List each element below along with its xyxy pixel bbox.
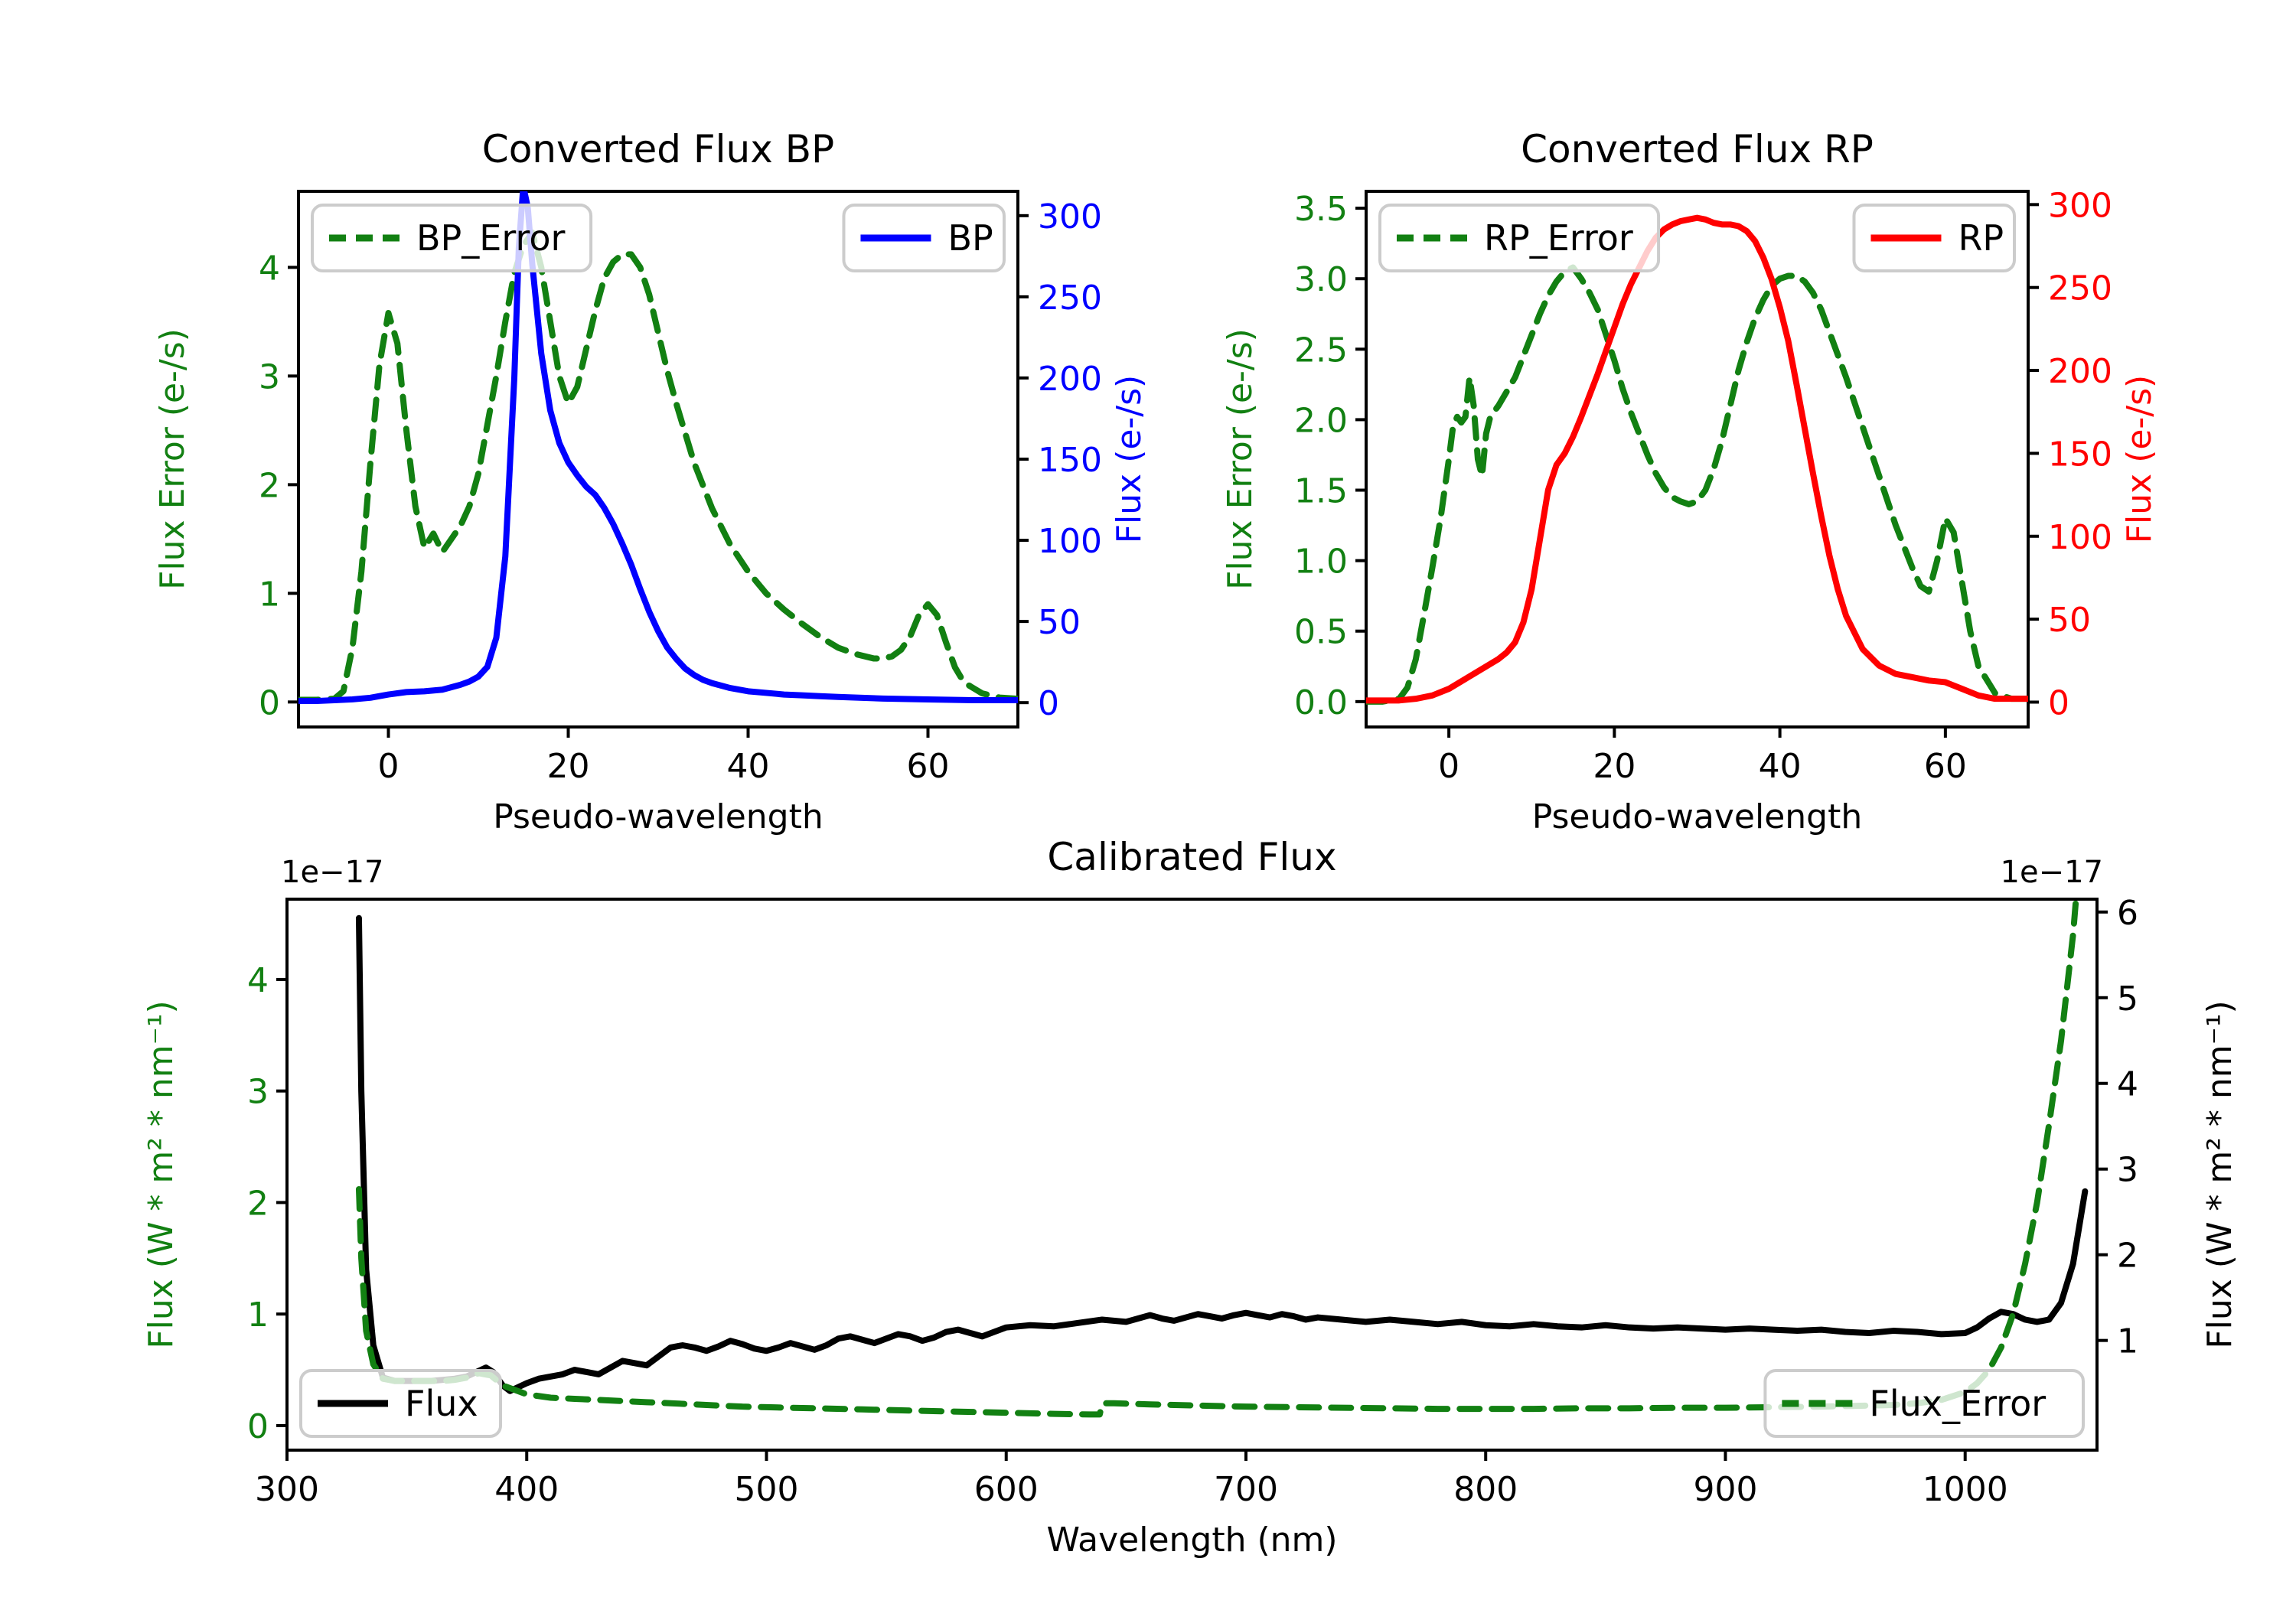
bp_panel-yticklabel-left: 2: [259, 466, 280, 505]
rp_panel-plot-frame: [1365, 190, 2030, 729]
bp_panel-series-bp-error: [298, 229, 1018, 703]
calibrated_panel-yticklabel-left: 2: [247, 1184, 269, 1223]
rp_panel-yticklabel-left: 3.5: [1294, 190, 1348, 229]
calibrated_panel-yticklabel-left: 3: [247, 1073, 269, 1112]
calibrated_panel-legend-flux-error[interactable]: Flux_Error: [1763, 1369, 2085, 1438]
bp_panel-xticklabel: 60: [907, 747, 950, 786]
bp_panel-yticklabel-right: 200: [1038, 360, 1102, 399]
calibrated_panel-ylabel-left: Flux (W * m² * nm⁻¹): [142, 1000, 181, 1348]
legend-label: Flux: [405, 1383, 478, 1424]
bp_panel-xlabel: Pseudo-wavelength: [493, 797, 823, 836]
rp_panel: Converted Flux RP 0 20 40 60 0.0 0.5 1.0 1.5 2.0 2…: [1221, 127, 2159, 836]
rp_panel-xticklabel: 20: [1593, 747, 1636, 786]
legend-label: BP: [947, 217, 993, 259]
rp_panel-xlabel: Pseudo-wavelength: [1532, 797, 1863, 836]
calibrated_panel-series-flux: [355, 914, 2089, 1394]
legend-box: [299, 1369, 503, 1438]
calibrated_panel-yticklabel-left: 1: [247, 1296, 269, 1335]
bp_panel-xticklabel: 0: [378, 747, 400, 786]
rp_panel-yticklabel-right: 200: [2048, 352, 2112, 391]
calibrated_panel-ylabel-right: Flux (W * m² * nm⁻¹): [2200, 1000, 2239, 1348]
bp_panel-title: Converted Flux BP: [482, 127, 834, 171]
rp_panel-series-rp: [1366, 214, 2028, 704]
bp_panel-yticklabel-right: 50: [1038, 603, 1081, 642]
legend-label: BP_Error: [416, 217, 566, 259]
rp_panel-yticklabel-left: 0.0: [1294, 683, 1348, 722]
calibrated_panel-yticklabel-right: 2: [2117, 1237, 2138, 1276]
calibrated_panel-xticklabel: 300: [255, 1470, 319, 1509]
rp_panel-series-rp-error: [1366, 264, 2028, 705]
calibrated_panel-offset-left: 1e−17: [281, 855, 383, 890]
rp_panel-ylabel-right: Flux (e-/s): [2120, 375, 2159, 543]
bp_panel-ylabel-right: Flux (e-/s): [1110, 375, 1149, 543]
calibrated_panel-xlabel: Wavelength (nm): [1046, 1521, 1337, 1560]
rp_panel-yticklabel-left: 3.0: [1294, 260, 1348, 299]
rp_panel-legend-rp[interactable]: RP: [1852, 204, 2016, 272]
calibrated_panel-offset-right: 1e−17: [2001, 855, 2103, 890]
calibrated_panel: Calibrated Flux 1e−17 1e−17 300 400 500 600 700…: [142, 835, 2239, 1560]
legend-box: [1763, 1369, 2085, 1438]
bp_panel-series-bp: [298, 191, 1018, 705]
bp_panel-curves: [298, 191, 1018, 705]
rp_panel-xticklabel: 60: [1924, 747, 1967, 786]
calibrated_panel-yticklabel-left: 0: [247, 1407, 269, 1446]
bp_panel: Converted Flux BP0 20 40 600123405010015020…: [153, 127, 1149, 836]
calibrated_panel-xticklabel: 600: [974, 1470, 1039, 1509]
bp_panel-xticklabel: 20: [547, 747, 590, 786]
bp_panel-yticklabel-left: 3: [259, 357, 280, 396]
rp_panel-legend-rp-error[interactable]: RP_Error: [1378, 204, 1661, 272]
rp_panel-title: Converted Flux RP: [1521, 127, 1874, 171]
rp_panel-yticklabel-right: 0: [2048, 683, 2069, 722]
rp_panel-xticklabel: 0: [1438, 747, 1459, 786]
legend-box: [311, 204, 593, 272]
bp_panel-xticklabel: 40: [727, 747, 770, 786]
calibrated_panel-xticklabel: 900: [1693, 1470, 1757, 1509]
calibrated_panel-yticklabel-right: 6: [2117, 894, 2138, 933]
rp_panel-yticklabel-left: 2.5: [1294, 331, 1348, 370]
legend-label: Flux_Error: [1869, 1383, 2046, 1424]
rp_panel-curves: [1366, 214, 2028, 705]
rp_panel-yticklabel-right: 250: [2048, 269, 2112, 308]
rp_panel-yticklabel-left: 2.0: [1294, 401, 1348, 440]
calibrated_panel-xticklabel: 800: [1453, 1470, 1518, 1509]
rp_panel-yticklabel-right: 100: [2048, 518, 2112, 557]
legend-label: RP: [1958, 217, 2004, 259]
bp_panel-yticklabel-left: 4: [259, 249, 280, 288]
calibrated_panel-yticklabel-right: 4: [2117, 1065, 2138, 1104]
bp_panel-yticklabel-right: 0: [1038, 684, 1059, 723]
rp_panel-yticklabel-left: 1.0: [1294, 543, 1348, 582]
calibrated_panel-yticklabel-right: 3: [2117, 1151, 2138, 1190]
legend-label: RP_Error: [1484, 217, 1633, 259]
rp_panel-yticklabel-left: 1.5: [1294, 472, 1348, 511]
bp_panel-legend-bp[interactable]: BP: [842, 204, 1006, 272]
calibrated_panel-yticklabel-right: 1: [2117, 1322, 2138, 1361]
bp_panel-yticklabel-left: 1: [259, 575, 280, 614]
rp_panel-yticklabel-right: 150: [2048, 435, 2112, 474]
bp_panel-ylabel-left: Flux Error (e-/s): [153, 328, 192, 590]
calibrated_panel-curves: [355, 899, 2089, 1418]
rp_panel-xticklabel: 40: [1759, 747, 1802, 786]
bp_panel-yticklabel-right: 150: [1038, 441, 1102, 480]
calibrated_panel-yticklabel-right: 5: [2117, 980, 2138, 1019]
calibrated_panel-xticklabel: 700: [1214, 1470, 1278, 1509]
calibrated_panel-plot-frame: [285, 898, 2099, 1452]
bp_panel-legend-bp-error[interactable]: BP_Error: [311, 204, 593, 272]
bp_panel-yticklabel-right: 250: [1038, 279, 1102, 318]
calibrated_panel-xticklabel: 400: [494, 1470, 559, 1509]
rp_panel-yticklabel-right: 300: [2048, 186, 2112, 225]
calibrated_panel-legend-flux[interactable]: Flux: [299, 1369, 503, 1438]
rp_panel-yticklabel-right: 50: [2048, 601, 2091, 640]
rp_panel-yticklabel-left: 0.5: [1294, 613, 1348, 652]
legend-box: [1378, 204, 1661, 272]
bp_panel-yticklabel-left: 0: [259, 683, 280, 722]
calibrated_panel-xticklabel: 1000: [1923, 1470, 2008, 1509]
bp_panel-yticklabel-right: 100: [1038, 522, 1102, 561]
calibrated_panel-yticklabel-left: 4: [247, 961, 269, 1000]
rp_panel-ylabel-left: Flux Error (e-/s): [1221, 328, 1260, 590]
calibrated_panel-title: Calibrated Flux: [1047, 835, 1336, 879]
bp_panel-yticklabel-right: 300: [1038, 197, 1102, 236]
calibrated_panel-xticklabel: 500: [734, 1470, 798, 1509]
